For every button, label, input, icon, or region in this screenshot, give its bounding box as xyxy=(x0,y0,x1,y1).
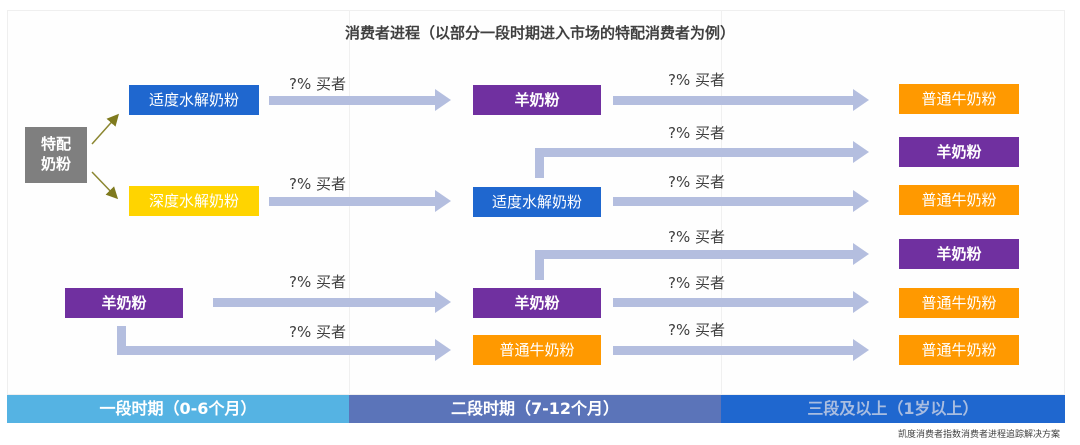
start-node-special-formula: 特配 奶粉 xyxy=(25,127,87,183)
flow-arrow-shaft xyxy=(269,96,435,105)
flow-label: ?% 买者 xyxy=(668,228,725,246)
start-node-line1: 特配 xyxy=(40,135,71,153)
flow-label: ?% 买者 xyxy=(668,321,725,339)
flow-label: ?% 买者 xyxy=(668,274,725,292)
flow-label: ?% 买者 xyxy=(668,71,725,89)
source-note: 凯度消费者指数消费者进程追踪解决方案 xyxy=(897,430,1060,440)
arrowhead-icon xyxy=(853,339,869,361)
flow-arrow-shaft xyxy=(613,298,853,307)
stage1-node-goat-milk: 羊奶粉 xyxy=(65,288,183,318)
stage2-node-goat-milk-2: 羊奶粉 xyxy=(473,288,601,318)
flow-label: ?% 买者 xyxy=(668,173,725,191)
stage3-node-regular-cow-milk-2: 普通牛奶粉 xyxy=(899,185,1019,215)
start-node-line2: 奶粉 xyxy=(40,155,71,173)
arrowhead-icon xyxy=(435,291,451,313)
arrowhead-icon xyxy=(435,190,451,212)
flow-arrow-shaft xyxy=(613,197,853,206)
stage3-node-regular-cow-milk-4: 普通牛奶粉 xyxy=(899,335,1019,365)
stage2-node-moderate-hydrolyzed: 适度水解奶粉 xyxy=(473,187,601,217)
diagram-title: 消费者进程（以部分一段时期进入市场的特配消费者为例） xyxy=(344,24,735,42)
stage2-node-goat-milk: 羊奶粉 xyxy=(473,85,601,115)
stage-band-3: 三段及以上（1岁以上） xyxy=(721,395,1065,423)
flow-arrow-shaft xyxy=(117,346,435,355)
stage1-node-moderate-hydrolyzed: 适度水解奶粉 xyxy=(129,85,259,115)
flow-label: ?% 买者 xyxy=(289,323,346,341)
flow-label: ?% 买者 xyxy=(289,75,346,93)
flow-arrow-elbow xyxy=(535,250,544,280)
stage3-node-regular-cow-milk-1: 普通牛奶粉 xyxy=(899,84,1019,114)
arrowhead-icon xyxy=(853,291,869,313)
arrowhead-icon xyxy=(853,190,869,212)
arrowhead-icon xyxy=(435,339,451,361)
flow-arrow-shaft xyxy=(613,96,853,105)
flow-label: ?% 买者 xyxy=(668,124,725,142)
arrowhead-icon xyxy=(853,141,869,163)
arrowhead-icon xyxy=(853,243,869,265)
flow-arrow-shaft xyxy=(535,148,853,157)
stage3-node-goat-milk-2: 羊奶粉 xyxy=(899,239,1019,269)
stage3-node-regular-cow-milk-3: 普通牛奶粉 xyxy=(899,288,1019,318)
flow-arrow-shaft xyxy=(269,197,435,206)
flow-arrow-elbow xyxy=(535,148,544,178)
flow-arrow-shaft xyxy=(613,346,853,355)
stage2-node-regular-cow-milk: 普通牛奶粉 xyxy=(473,335,601,365)
arrowhead-icon xyxy=(853,89,869,111)
flow-label: ?% 买者 xyxy=(289,273,346,291)
stage3-node-goat-milk-1: 羊奶粉 xyxy=(899,137,1019,167)
flow-label: ?% 买者 xyxy=(289,175,346,193)
flow-arrow-shaft xyxy=(213,298,435,307)
stage1-node-deep-hydrolyzed: 深度水解奶粉 xyxy=(129,186,259,216)
stage-band-1: 一段时期（0-6个月） xyxy=(7,395,349,423)
flow-arrow-shaft xyxy=(535,250,853,259)
arrowhead-icon xyxy=(435,89,451,111)
flow-arrow-elbow xyxy=(117,326,126,350)
stage-band-2: 二段时期（7-12个月） xyxy=(349,395,721,423)
